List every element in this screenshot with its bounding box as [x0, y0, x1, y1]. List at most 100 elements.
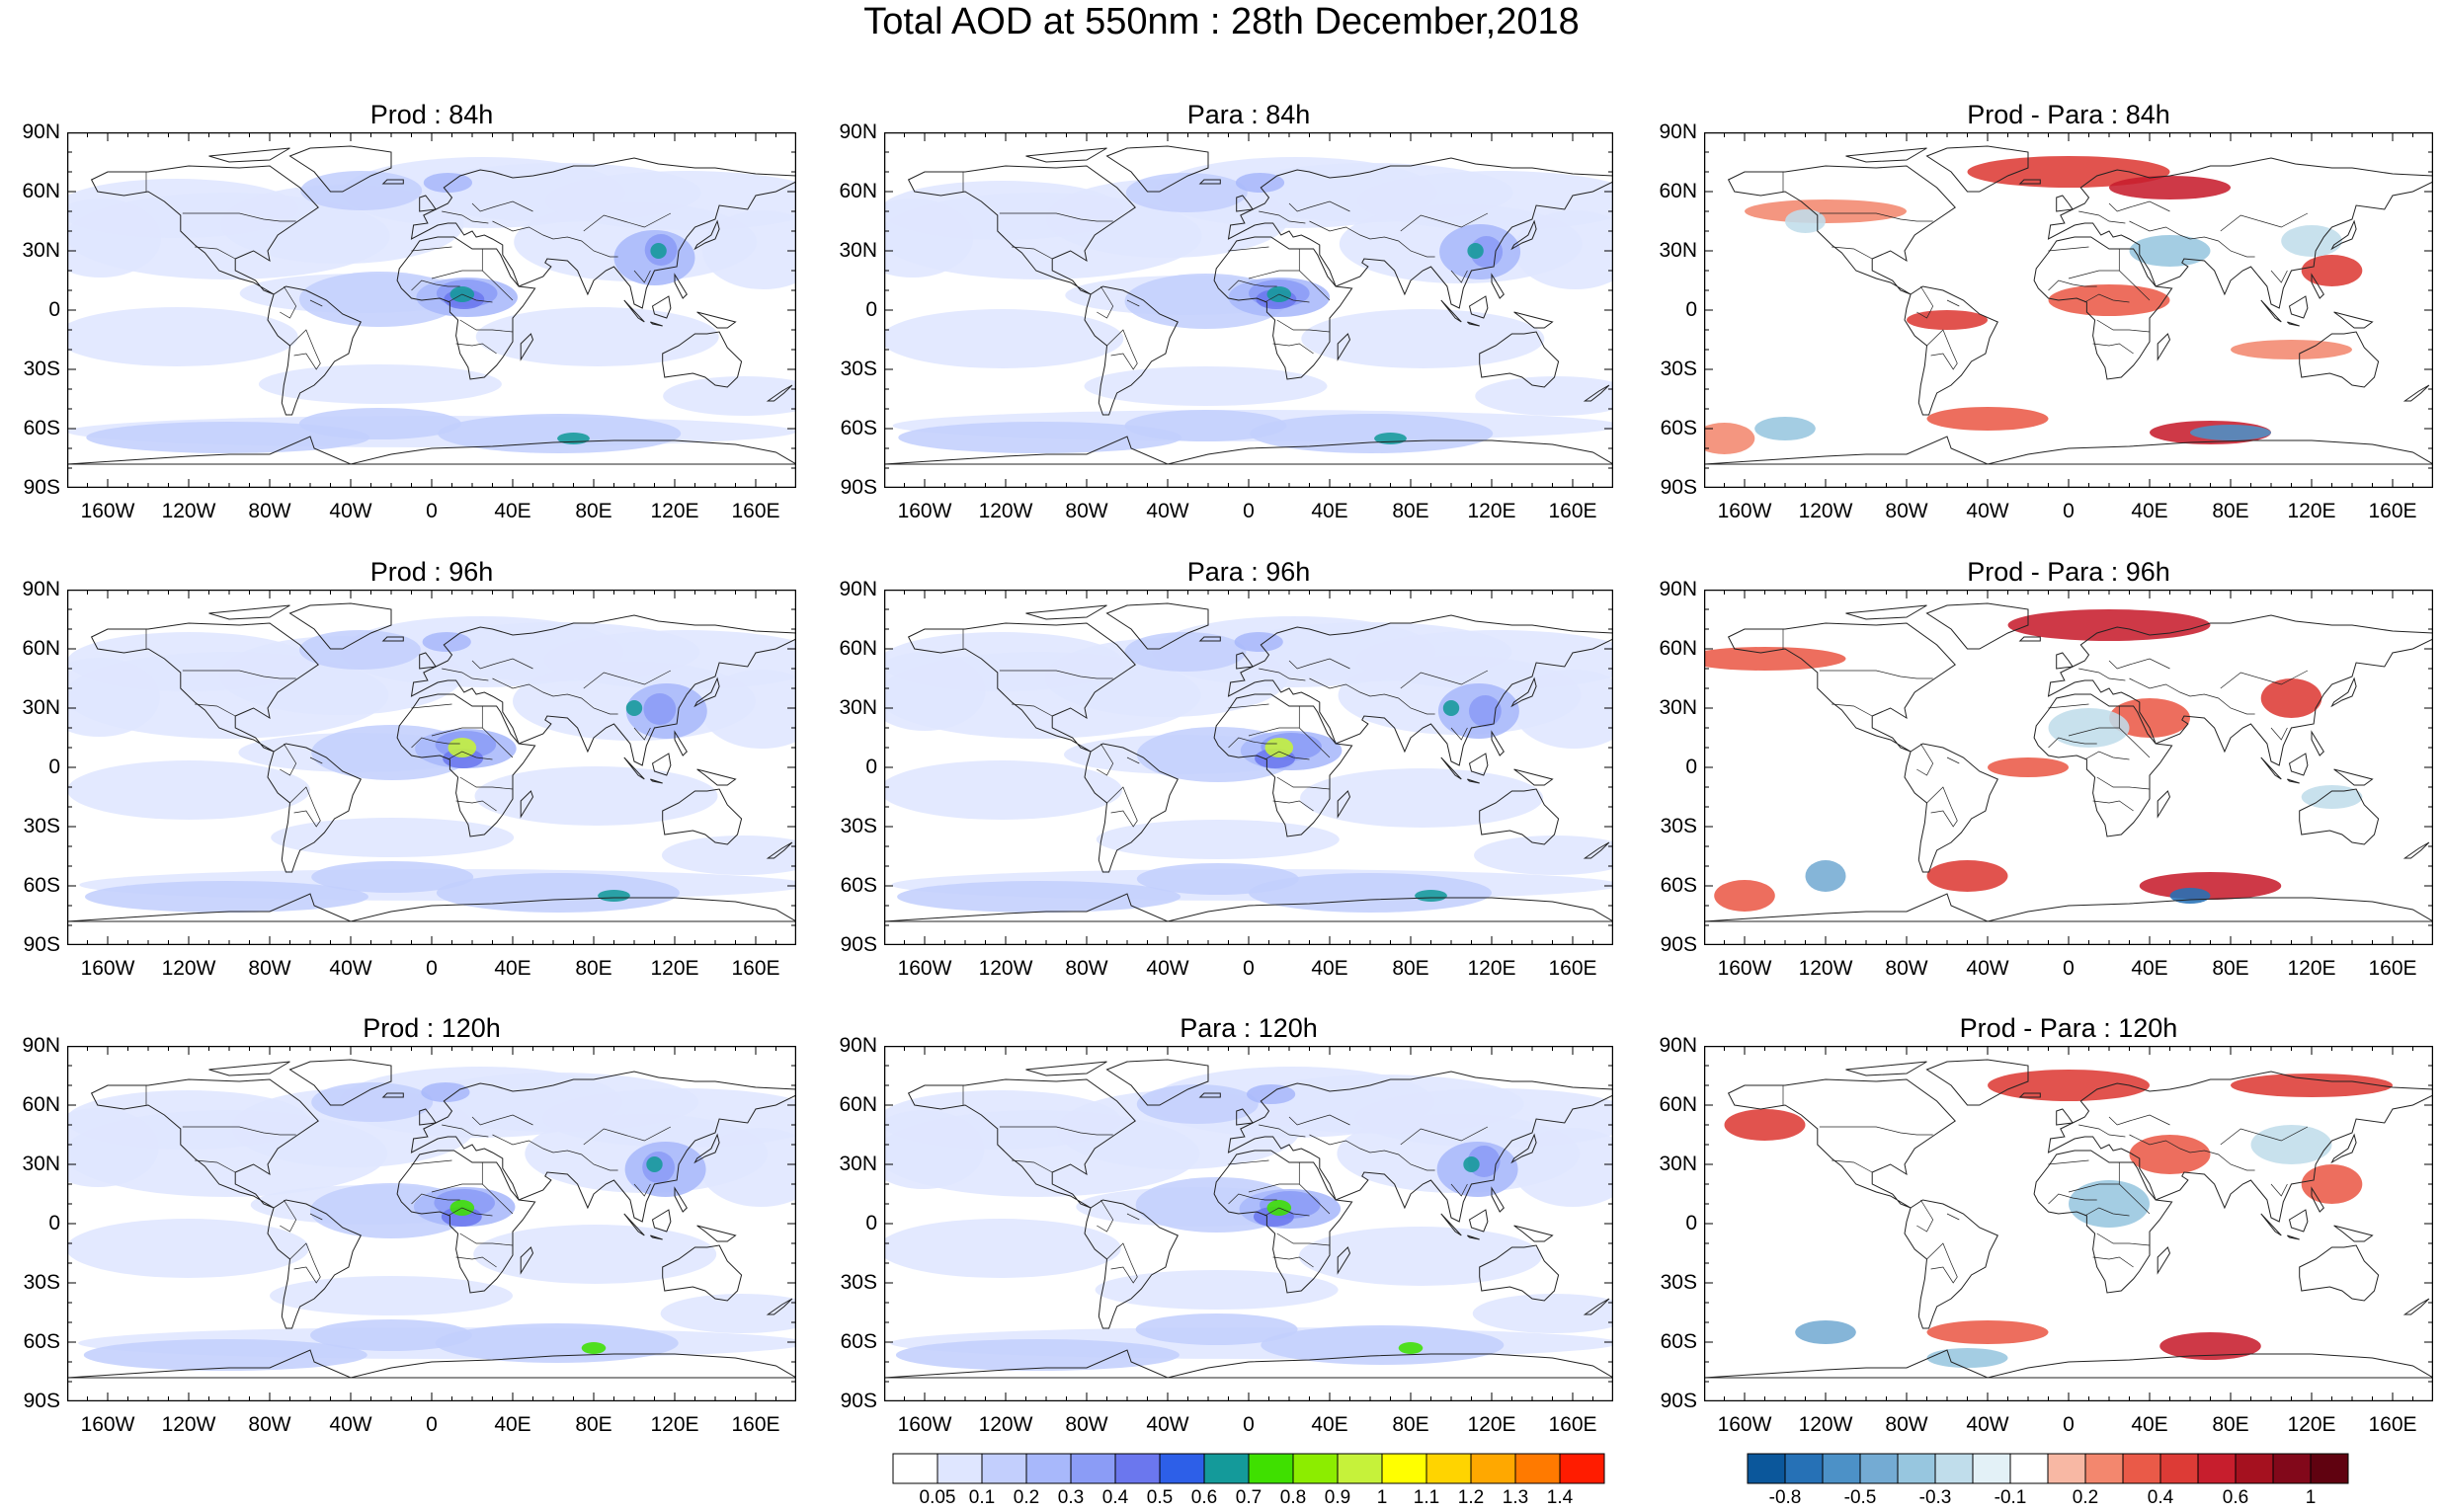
longitude-label: 80E	[2212, 1413, 2249, 1436]
coastline	[208, 1061, 290, 1076]
longitude-label: 160W	[1717, 500, 1772, 522]
latitude-label: 60S	[23, 1330, 60, 1353]
longitude-label: 80W	[1885, 1413, 1928, 1436]
coastline	[2299, 331, 2380, 388]
colorbar-label: -0.1	[1994, 1487, 2027, 1508]
longitude-label: 160E	[2368, 500, 2417, 522]
longitude-label: 80W	[1065, 957, 1108, 980]
latitude-label: 90S	[840, 1390, 877, 1412]
longitude-label: 160W	[897, 1413, 952, 1436]
country-border	[633, 270, 651, 283]
coastline	[67, 1349, 796, 1379]
colorbar-swatch	[1747, 1453, 1786, 1484]
country-border	[411, 279, 460, 291]
longitude-label: 160E	[2368, 957, 2417, 980]
map-plot	[884, 590, 1613, 945]
country-border	[2092, 800, 2134, 812]
colorbar-label: 0.05	[919, 1487, 956, 1508]
country-border	[1264, 751, 1310, 760]
country-border	[471, 1114, 533, 1126]
country-border	[2048, 246, 2089, 252]
latitude-label: 0	[1685, 1212, 1697, 1234]
map-panel: Prod - Para : 120h 90N 60N 30N 0 30S 60S 90S 160…	[1659, 1013, 2433, 1436]
latitude-label: 60S	[23, 417, 60, 439]
latitude-label: 60N	[839, 1093, 877, 1116]
coastline	[1084, 1199, 1179, 1329]
country-border	[492, 677, 618, 715]
panel-title: Prod - Para : 84h	[1967, 100, 2170, 129]
country-border	[280, 285, 297, 319]
latitude-label: 90N	[839, 578, 877, 600]
coastline	[1904, 743, 1998, 873]
latitude-label: 90N	[839, 1034, 877, 1057]
latitude-label: 90N	[839, 120, 877, 143]
coastline	[1025, 604, 1107, 620]
coastline	[2033, 1150, 2173, 1294]
coastline	[1198, 1092, 1221, 1098]
map-plot	[1704, 132, 2433, 488]
country-border	[2220, 212, 2309, 232]
country-border	[2084, 293, 2130, 303]
coastline	[1236, 1108, 1254, 1126]
colorbar-swatch	[2122, 1453, 2161, 1484]
country-border	[431, 1162, 483, 1193]
colorbar-swatch	[2235, 1453, 2274, 1484]
coastline	[1510, 219, 1537, 251]
latitude-label: 90N	[1659, 578, 1697, 600]
longitude-label: 0	[426, 500, 438, 522]
coastline	[1491, 730, 1505, 756]
coastline	[1227, 1071, 1613, 1223]
coastline	[2260, 299, 2282, 323]
country-border	[1299, 1183, 1331, 1215]
map-panel: Prod - Para : 84h 90N 60N 30N 0 30S 60S 90S 160W…	[1659, 100, 2433, 522]
coastline	[2330, 676, 2357, 708]
country-border	[1248, 706, 1300, 737]
latitude-label: 0	[48, 756, 60, 778]
map-panel: Para : 96h 90N 60N 30N 0 30S 60S 90S 160W 120W 80W…	[839, 557, 1613, 980]
colorbar-label: 0.6	[1190, 1487, 1218, 1508]
country-border	[2084, 751, 2130, 760]
coastline	[1513, 311, 1554, 329]
latitude-label: 0	[865, 1212, 877, 1234]
country-border	[2078, 1124, 2126, 1138]
coastline	[884, 436, 1613, 465]
coastline	[2287, 1234, 2300, 1240]
latitude-label: 60N	[1659, 180, 1697, 202]
coastline	[1479, 331, 1560, 388]
country-border	[1228, 279, 1277, 291]
country-border	[2119, 270, 2151, 301]
longitude-label: 80E	[2212, 957, 2249, 980]
country-border	[1228, 703, 1269, 709]
coastline	[267, 1199, 362, 1329]
coastline	[907, 1078, 1136, 1209]
coastline	[1491, 273, 1505, 299]
colorbar-swatch	[1381, 1453, 1427, 1484]
longitude-label: 40W	[1146, 500, 1189, 522]
country-border	[431, 706, 483, 737]
country-border	[448, 1207, 493, 1217]
coastline	[419, 652, 437, 670]
longitude-label: 120E	[2287, 957, 2336, 980]
coastline	[419, 195, 437, 212]
longitude-label: 120W	[161, 500, 216, 522]
coastline	[1904, 1199, 1998, 1329]
colorbar-swatch	[2009, 1453, 2049, 1484]
colorbar-swatch	[1025, 1453, 1072, 1484]
longitude-label: 80W	[1885, 957, 1928, 980]
coastline	[1440, 299, 1462, 323]
coastline	[1198, 636, 1221, 642]
country-border	[309, 1213, 323, 1221]
latitude-label: 90N	[1659, 120, 1697, 143]
country-border	[1288, 1114, 1350, 1126]
figure-title: Total AOD at 550nm : 28th December,2018	[863, 1, 1580, 42]
coastline	[67, 893, 796, 922]
country-border	[1400, 670, 1489, 689]
coastline	[662, 1244, 743, 1302]
colorbar-label: 0.5	[1146, 1487, 1174, 1508]
coastline	[1084, 285, 1179, 416]
coastline	[1440, 1213, 1462, 1236]
country-border	[2048, 1159, 2089, 1165]
longitude-label: 80W	[1065, 500, 1108, 522]
latitude-label: 60N	[1659, 1093, 1697, 1116]
longitude-label: 160W	[897, 957, 952, 980]
